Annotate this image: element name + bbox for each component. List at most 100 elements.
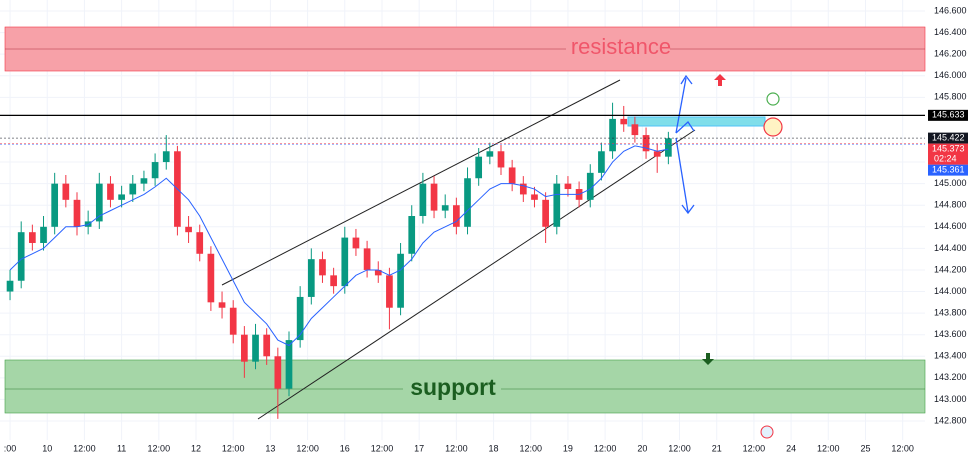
candle-body	[665, 138, 672, 157]
candle-body	[341, 237, 349, 287]
x-tick-label: :00	[4, 443, 17, 453]
price-tag	[928, 109, 968, 121]
candle-body	[241, 334, 248, 362]
candle-body	[497, 151, 505, 168]
candle-body	[374, 269, 382, 276]
candle-body	[475, 156, 483, 179]
y-tick-label: 146.600	[934, 5, 967, 15]
x-tick-label: 17	[414, 443, 424, 453]
arrow	[675, 121, 695, 134]
candle-body	[531, 194, 538, 200]
y-tick-label: 144.400	[934, 243, 967, 253]
x-tick-label: 25	[860, 443, 870, 453]
candle-body	[553, 183, 561, 227]
y-tick-label: 145.000	[934, 178, 967, 188]
candle-body	[62, 183, 70, 200]
candle-body	[107, 183, 114, 200]
candle-body	[430, 183, 438, 211]
y-tick-label: 143.200	[934, 372, 967, 382]
candle-body	[363, 248, 371, 270]
up-arrow	[714, 74, 726, 86]
countdown: 02:24	[934, 153, 957, 163]
price-tag-label: 145.361	[932, 164, 965, 174]
candle-body	[653, 151, 661, 157]
candle-body	[140, 178, 148, 184]
candle-body	[296, 296, 304, 341]
y-tick-label: 144.600	[934, 221, 967, 231]
x-tick-label: 12:00	[222, 443, 245, 453]
price-tag	[928, 143, 968, 155]
channel-line	[257, 129, 696, 420]
candle-body	[642, 135, 650, 152]
arrow	[675, 137, 689, 213]
y-tick-label: 144.000	[934, 286, 967, 296]
event-icon	[760, 425, 774, 439]
channel-line	[221, 79, 621, 286]
y-tick-label: 142.800	[934, 415, 967, 425]
candle-body	[229, 307, 237, 335]
candle-body	[307, 259, 315, 297]
y-tick-label: 145.800	[934, 92, 967, 102]
circle	[763, 117, 783, 137]
x-tick-label: 12:00	[296, 443, 319, 453]
candle-body	[95, 183, 103, 222]
y-tick-label: 143.000	[934, 394, 967, 404]
countdown-tag	[928, 153, 968, 165]
candle-body	[196, 232, 204, 254]
drawings: resistance support	[4, 26, 926, 439]
arrow	[680, 74, 693, 85]
candle-body	[151, 162, 159, 179]
y-tick-label: 146.200	[934, 49, 967, 59]
candle-body	[631, 124, 639, 136]
arrow	[681, 204, 695, 215]
down-arrow	[702, 353, 714, 365]
x-tick-label: 19	[563, 443, 573, 453]
candle-body	[386, 275, 393, 308]
x-tick-label: 12:00	[891, 443, 914, 453]
x-tick-label: 16	[340, 443, 350, 453]
candle-body	[408, 216, 416, 254]
candle-body	[129, 183, 137, 195]
x-tick-label: 20	[637, 443, 647, 453]
candle-body	[73, 199, 81, 227]
candle-body	[564, 183, 572, 190]
target-box	[627, 116, 766, 127]
candle-body	[162, 151, 170, 163]
x-tick-label: 12:00	[148, 443, 171, 453]
x-tick-label: 12:00	[445, 443, 468, 453]
candle-body	[319, 259, 326, 276]
price-tag	[928, 132, 968, 144]
x-tick-label: 12:00	[594, 443, 617, 453]
candle-body	[17, 232, 25, 281]
x-tick-label: 12	[191, 443, 201, 453]
price-tag-label: 145.422	[932, 132, 965, 142]
x-tick-label: 12:00	[668, 443, 691, 453]
arrow	[675, 77, 687, 134]
y-tick-label: 146.400	[934, 27, 967, 37]
zone-label: support	[410, 374, 496, 400]
price-tag-label: 145.373	[932, 143, 965, 153]
candle-body	[519, 183, 527, 195]
candle-body	[185, 226, 192, 233]
candle-body	[419, 183, 427, 217]
price-tag-label: 145.633	[932, 110, 965, 120]
x-tick-label: 21	[712, 443, 722, 453]
candle-body	[486, 151, 494, 157]
y-tick-label: 143.800	[934, 307, 967, 317]
candle-body	[542, 199, 549, 227]
candle-body	[508, 167, 516, 184]
y-tick-label: 144.800	[934, 200, 967, 210]
x-tick-label: 12:00	[817, 443, 840, 453]
x-tick-label: 12:00	[371, 443, 394, 453]
x-tick-label: 18	[489, 443, 499, 453]
zone-label: resistance	[571, 34, 671, 59]
x-tick-label: 12:00	[743, 443, 766, 453]
candle-body	[252, 334, 259, 362]
x-tick-label: 13	[265, 443, 275, 453]
candle-body	[453, 205, 460, 227]
x-tick-label: 24	[786, 443, 796, 453]
candle-body	[29, 232, 36, 243]
circle	[766, 92, 780, 106]
candle-body	[397, 253, 404, 308]
